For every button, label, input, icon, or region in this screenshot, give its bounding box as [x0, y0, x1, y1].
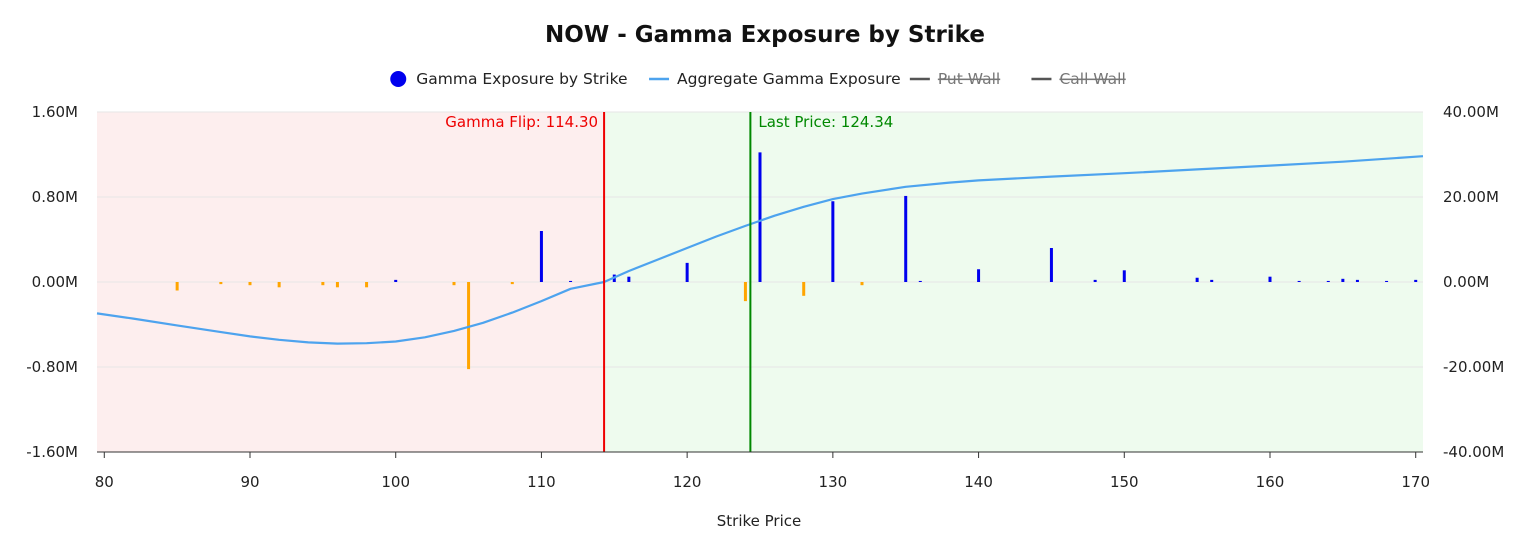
legend-item[interactable]: Put Wall [909, 70, 1000, 88]
gamma-bar [1122, 270, 1126, 282]
legend-label: Put Wall [938, 70, 1000, 88]
right-y-tick-label: 40.00M [1443, 103, 1499, 121]
gamma-bar [394, 279, 398, 282]
left-y-tick-label: -0.80M [26, 358, 78, 376]
left-y-tick-label: 1.60M [32, 103, 78, 121]
gamma-bar [860, 282, 864, 286]
gamma-bar [918, 280, 922, 282]
gamma-bar [758, 152, 762, 282]
annotations: Gamma Flip: 114.30 Last Price: 124.34 [445, 112, 893, 452]
legend-label: Aggregate Gamma Exposure [677, 70, 901, 88]
gamma-bar [510, 282, 514, 285]
aggregate-gamma-line [96, 155, 1424, 345]
legend-item[interactable]: Aggregate Gamma Exposure [649, 70, 901, 88]
gamma-bar [277, 282, 281, 288]
gamma-bar [569, 280, 573, 282]
right-y-tick-label: -20.00M [1443, 358, 1504, 376]
gamma-bar [743, 282, 747, 302]
left-y-tick-label: 0.80M [32, 188, 78, 206]
x-tick-label: 140 [964, 473, 993, 491]
x-tick-label: 130 [819, 473, 848, 491]
right-y-tick-label: -40.00M [1443, 443, 1504, 461]
gamma-bar [1210, 279, 1214, 282]
axes: 1.60M 0.80M 0.00M -0.80M -1.60M 40.00M 20.00M 0… [26, 103, 1504, 491]
legend-label: Gamma Exposure by Strike [416, 70, 627, 88]
legend-item[interactable]: Gamma Exposure by Strike [390, 70, 628, 88]
gamma-bars [175, 152, 1418, 370]
chart-legend[interactable]: Gamma Exposure by Strike Aggregate Gamma … [390, 70, 1126, 88]
x-tick-label: 160 [1256, 473, 1285, 491]
gamma-bar [1297, 280, 1301, 282]
gamma-bar [219, 282, 223, 285]
gamma-bar [904, 195, 908, 282]
legend-item[interactable]: Call Wall [1031, 70, 1126, 88]
x-tick-label: 110 [527, 473, 556, 491]
x-tick-label: 90 [240, 473, 259, 491]
left-y-tick-label: 0.00M [32, 273, 78, 291]
gamma-bar [321, 282, 325, 286]
gamma-bar [1326, 280, 1330, 282]
x-tick-label: 100 [381, 473, 410, 491]
gamma-bar [1385, 280, 1389, 282]
gamma-bar [1355, 279, 1359, 282]
gamma-bar [248, 282, 252, 286]
gamma-bar [1195, 277, 1199, 282]
x-tick-label: 150 [1110, 473, 1139, 491]
legend-dot-icon [390, 71, 407, 87]
gamma-bar [1093, 279, 1097, 282]
x-tick-label: 120 [673, 473, 702, 491]
last-price-label: Last Price: 124.34 [758, 113, 893, 131]
gamma-bar [627, 276, 631, 282]
left-y-tick-label: -1.60M [26, 443, 78, 461]
gamma-bar [335, 282, 339, 288]
gamma-bar [452, 282, 456, 286]
gamma-bar [685, 262, 689, 282]
gamma-bar [365, 282, 369, 288]
gamma-bar [1341, 278, 1345, 282]
gamma-bar [977, 269, 981, 282]
legend-label: Call Wall [1059, 70, 1125, 88]
x-tick-label: 80 [95, 473, 114, 491]
x-axis-title: Strike Price [717, 512, 801, 530]
chart-title: NOW - Gamma Exposure by Strike [545, 22, 985, 48]
x-tick-label: 170 [1401, 473, 1430, 491]
gamma-bar [467, 282, 471, 370]
gamma-bar [1268, 276, 1272, 282]
gamma-bar [1049, 248, 1053, 282]
aggregate-line-group [96, 155, 1424, 345]
gamma-bar [802, 282, 806, 296]
right-y-tick-label: 0.00M [1443, 273, 1489, 291]
gamma-bar [831, 201, 835, 282]
gamma-bar [175, 282, 179, 291]
gamma-flip-label: Gamma Flip: 114.30 [445, 113, 598, 131]
gamma-bar [1414, 279, 1418, 282]
right-y-tick-label: 20.00M [1443, 188, 1499, 206]
gamma-bar [539, 231, 543, 282]
